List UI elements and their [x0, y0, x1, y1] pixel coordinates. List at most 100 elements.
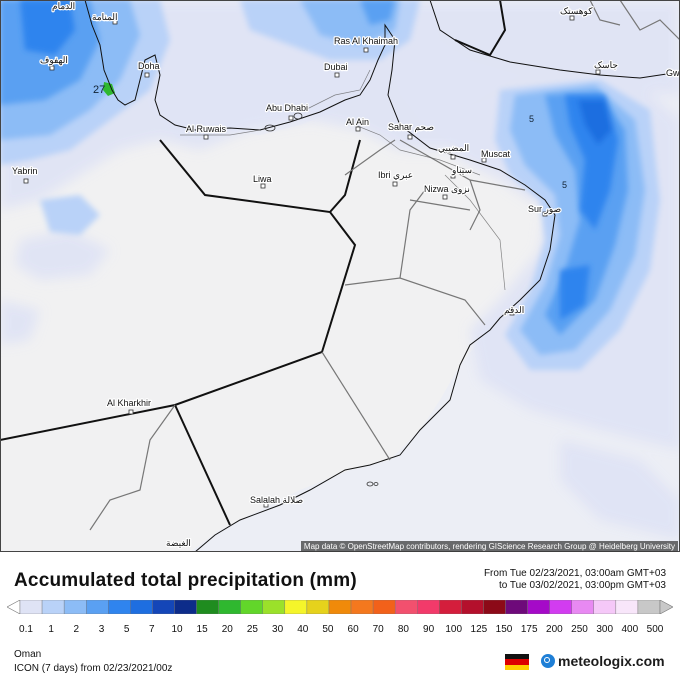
- label-sur: Sur صور: [528, 204, 561, 215]
- legend-tick-label: 2: [73, 624, 80, 635]
- legend-tick-label: 90: [423, 624, 435, 635]
- label-al-ain: Al Ain: [346, 117, 369, 127]
- legend-tick-label: 70: [372, 624, 384, 635]
- legend-cell: [527, 600, 550, 614]
- legend-cell: [461, 600, 484, 614]
- legend-cell: [196, 600, 219, 614]
- place-labels: الدمام المنامة الهفوف Doha Ras Al Khaima…: [11, 0, 680, 549]
- legend-tick-label: 50: [322, 624, 334, 635]
- legend-cell: [174, 600, 197, 614]
- legend-cell: [549, 600, 572, 614]
- legend-tick-label: 80: [397, 624, 409, 635]
- legend-tick-label: 400: [621, 624, 639, 635]
- label-liwa: Liwa: [253, 174, 272, 184]
- islands: [264, 112, 379, 487]
- label-kerman: کوهستک: [560, 6, 593, 17]
- legend-tick-label: 175: [520, 624, 538, 635]
- germany-flag-icon: [505, 654, 529, 671]
- legend-cell: [218, 600, 241, 614]
- legend-cell: [394, 600, 418, 614]
- value-bahrain: 27: [93, 84, 105, 96]
- label-al-kharkhir: Al Kharkhir: [107, 398, 151, 408]
- legend-cells: [19, 600, 661, 614]
- time-range-to: to Tue 03/02/2021, 03:00pm GMT+03: [498, 580, 666, 591]
- legend-cell: [328, 600, 352, 614]
- legend-cell: [152, 600, 175, 614]
- label-sinaw: سيناو: [451, 165, 472, 176]
- roads: [180, 69, 506, 291]
- time-range-from: From Tue 02/23/2021, 03:00am GMT+03: [483, 568, 666, 579]
- legend-cell: [63, 600, 87, 614]
- label-dammam: الدمام: [52, 1, 75, 12]
- bahrain-green-spot: [103, 82, 115, 96]
- region-name: Oman: [14, 649, 42, 660]
- model-run: ICON (7 days) from 02/23/2021/00z: [14, 663, 173, 674]
- legend-tick-label: 500: [646, 624, 664, 635]
- label-ibri: Ibri عبري: [378, 170, 413, 181]
- legend-tick-label: 5: [123, 624, 130, 635]
- legend-left-arrow: [7, 600, 21, 614]
- legend-cell: [19, 600, 43, 614]
- label-al-ghaydah: الغيضة: [166, 538, 191, 548]
- label-dubai: Dubai: [324, 62, 348, 72]
- legend-cell: [130, 600, 153, 614]
- precipitation-map: الدمام المنامة الهفوف Doha Ras Al Khaima…: [0, 0, 680, 552]
- coastlines: [84, 0, 680, 552]
- label-al-ruwais: Al Ruwais: [186, 124, 227, 134]
- legend-cell: [637, 600, 661, 614]
- legend-tick-label: 250: [571, 624, 588, 635]
- label-nizwa: Nizwa نزوى: [424, 184, 470, 195]
- legend-cell: [284, 600, 308, 614]
- legend-tick-label: 1: [48, 624, 54, 635]
- label-hofuf: الهفوف: [40, 55, 68, 66]
- city-markers: [23, 4, 601, 508]
- legend-tick-label: 30: [272, 624, 284, 635]
- legend-tick-label: 125: [470, 624, 488, 635]
- precip-peak-layer: [20, 0, 618, 320]
- label-al-mudaibi: المضيبي: [438, 143, 469, 153]
- precip-light-layer: [0, 0, 680, 540]
- legend-tick-label: 10: [171, 624, 183, 635]
- legend-cell: [306, 600, 330, 614]
- value-oman-sea-1: 5: [529, 114, 534, 124]
- brand-name: meteologix.com: [558, 653, 665, 669]
- label-gw: Gw: [666, 68, 680, 78]
- legend-cell: [41, 600, 65, 614]
- chart-title: Accumulated total precipitation (mm): [14, 570, 357, 591]
- legend-tick-label: 100: [445, 624, 463, 635]
- legend-tick-label: 200: [546, 624, 563, 635]
- label-salalah: Salalah صلالة: [250, 495, 303, 505]
- map-attribution: Map data © OpenStreetMap contributors, r…: [300, 541, 678, 552]
- label-doha: Doha: [138, 61, 160, 71]
- legend-tick-label: 150: [495, 624, 513, 635]
- legend-cell: [86, 600, 109, 614]
- label-sahar: Sahar صحم: [388, 122, 434, 133]
- label-manama: المنامة: [92, 12, 118, 22]
- label-duqm: الدقم: [504, 305, 524, 316]
- legend-tick-label: 0.1: [19, 624, 33, 635]
- legend-right-arrow: [659, 600, 673, 614]
- label-jask: جاسک: [594, 60, 618, 70]
- legend-tick-label: 3: [98, 624, 105, 635]
- map-frame: [0, 0, 680, 552]
- legend-cell: [417, 600, 440, 614]
- legend-ticks: 0.1 1 2 3 5 7 10 15 20 25 30 40 50 60 70 80 90 100 125 150 1…: [7, 624, 673, 636]
- legend-tick-label: 60: [347, 624, 359, 635]
- legend-cell: [108, 600, 131, 614]
- meteologix-globe-icon: [541, 654, 555, 668]
- legend-cell: [593, 600, 617, 614]
- legend-tick-label: 40: [297, 624, 309, 635]
- value-oman-sea-2: 5: [562, 180, 567, 190]
- label-ras-al-khaimah: Ras Al Khaimah: [334, 36, 398, 46]
- legend-cell: [262, 600, 286, 614]
- label-abu-dhabi: Abu Dhabi: [266, 103, 308, 113]
- legend-tick-label: 7: [149, 624, 155, 635]
- legend-cell: [571, 600, 594, 614]
- legend-cell: [483, 600, 506, 614]
- meteologix-logo[interactable]: meteologix.com: [541, 653, 665, 669]
- precip-value-labels: 27 5 5: [93, 84, 567, 190]
- legend-tick-label: 15: [196, 624, 208, 635]
- label-yabrin: Yabrin: [12, 166, 37, 176]
- time-range: From Tue 02/23/2021, 03:00am GMT+03 to T…: [446, 568, 666, 592]
- legend-tick-label: 20: [221, 624, 233, 635]
